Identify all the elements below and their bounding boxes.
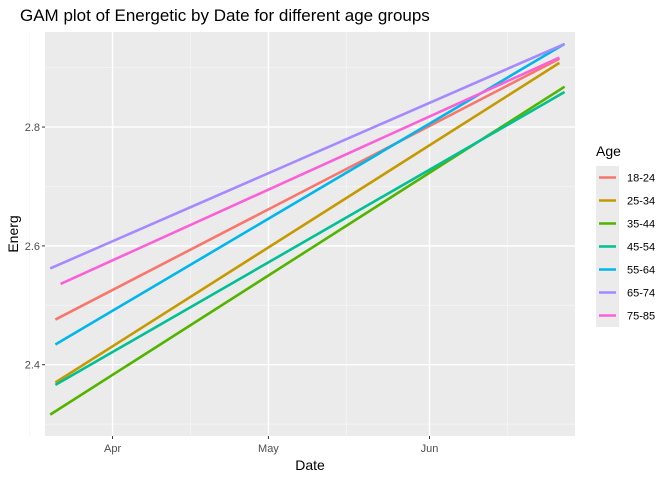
series-lines [49, 42, 566, 416]
legend-label: 25-34 [627, 196, 655, 208]
x-tick-label: Jun [421, 443, 439, 455]
legend-item: 45-54 [596, 235, 655, 258]
legend-item: 18-24 [596, 166, 655, 189]
legend-item: 25-34 [596, 189, 655, 212]
y-axis-title: Energ [5, 215, 21, 252]
legend-label: 35-44 [627, 219, 655, 231]
series-line-25-34 [54, 61, 561, 384]
legend-label: 45-54 [627, 242, 655, 254]
series-line-45-54 [54, 90, 566, 387]
legend: Age 18-24 25-34 35-44 45-54 55-64 65-74 75-85 [596, 143, 655, 327]
series-line-18-24 [54, 57, 561, 321]
legend-item: 65-74 [596, 281, 655, 304]
x-axis: Apr May Jun [104, 436, 438, 455]
legend-label: 65-74 [627, 288, 655, 300]
x-tick-label: May [258, 443, 279, 455]
chart-title: GAM plot of Energetic by Date for differ… [20, 6, 430, 25]
y-tick-label: 2.4 [25, 360, 40, 372]
y-axis: 2.4 2.6 2.8 [25, 122, 45, 372]
plot-panel [45, 32, 575, 436]
major-gridlines [45, 32, 575, 436]
legend-label: 55-64 [627, 265, 655, 277]
legend-label: 18-24 [627, 173, 655, 185]
y-tick-label: 2.8 [25, 122, 40, 134]
x-tick-label: Apr [104, 443, 121, 455]
legend-item: 35-44 [596, 212, 655, 235]
x-axis-title: Date [295, 457, 325, 473]
legend-title: Age [596, 143, 621, 159]
series-line-65-74 [49, 42, 566, 270]
legend-label: 75-85 [627, 311, 655, 323]
legend-item: 55-64 [596, 258, 655, 281]
legend-item: 75-85 [596, 304, 655, 327]
series-line-75-85 [60, 56, 560, 286]
y-tick-label: 2.6 [25, 241, 40, 253]
